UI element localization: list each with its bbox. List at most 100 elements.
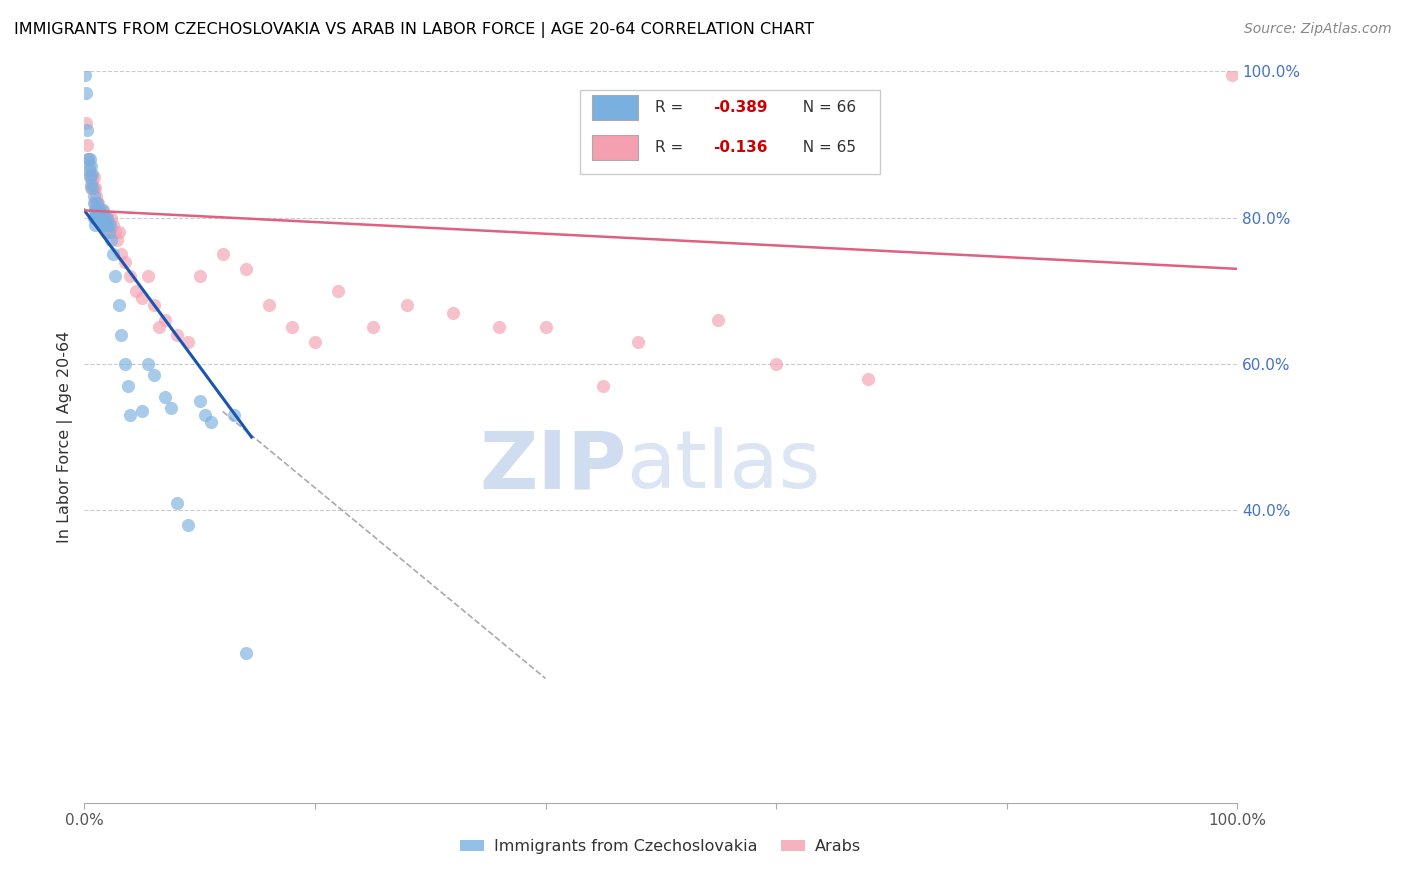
Point (91, 214, 114, 228)
Text: IMMIGRANTS FROM CZECHOSLOVAKIA VS ARAB IN LABOR FORCE | AGE 20-64 CORRELATION CH: IMMIGRANTS FROM CZECHOSLOVAKIA VS ARAB I… (14, 22, 814, 38)
Point (84, 196, 107, 211)
Point (84, 211, 107, 225)
Point (100, 233, 122, 247)
Point (96, 218, 118, 232)
Point (89, 211, 111, 225)
Point (89, 214, 111, 228)
Point (224, 408, 246, 422)
Point (148, 320, 170, 334)
Point (83, 203, 105, 218)
Point (89, 214, 111, 228)
Point (89, 211, 111, 225)
Point (80, 170, 103, 185)
Point (153, 313, 176, 327)
Point (125, 284, 148, 298)
Point (707, 313, 730, 327)
Point (84, 211, 107, 225)
Point (96, 211, 118, 225)
Point (97, 218, 120, 232)
Point (94, 214, 117, 228)
Point (96, 218, 118, 232)
Point (108, 298, 131, 312)
Point (87, 211, 110, 225)
Point (76, 152, 98, 166)
Point (97, 225, 120, 239)
Point (104, 269, 127, 284)
Point (114, 357, 136, 371)
Point (75, 87, 97, 101)
Point (89, 211, 111, 225)
Point (91, 218, 114, 232)
Point (396, 298, 419, 312)
Point (94, 211, 117, 225)
Point (86, 196, 108, 211)
Text: N = 66: N = 66 (793, 101, 856, 115)
Point (90, 218, 112, 232)
Point (76, 123, 98, 137)
Point (87, 196, 110, 211)
Point (83, 211, 105, 225)
Point (166, 496, 188, 510)
FancyBboxPatch shape (592, 135, 638, 160)
Point (131, 291, 153, 305)
Point (93, 218, 115, 232)
Point (75, 115, 97, 129)
Point (108, 225, 131, 239)
Point (83, 181, 105, 195)
Point (91, 203, 114, 218)
Point (86, 203, 108, 218)
Point (488, 320, 510, 334)
Point (120, 408, 142, 422)
Point (77, 163, 100, 178)
Text: atlas: atlas (626, 427, 821, 506)
Text: N = 65: N = 65 (793, 140, 856, 155)
Point (114, 254, 136, 268)
Point (82, 167, 104, 181)
Point (80, 181, 103, 195)
Point (87, 203, 110, 218)
Point (83, 170, 105, 185)
Point (89, 203, 111, 218)
Point (361, 320, 384, 334)
Point (80, 160, 103, 174)
Point (86, 211, 108, 225)
Point (441, 306, 464, 320)
Y-axis label: In Labor Force | Age 20-64: In Labor Force | Age 20-64 (58, 331, 73, 543)
Point (103, 218, 124, 232)
Point (98, 218, 121, 232)
Text: -0.389: -0.389 (713, 101, 768, 115)
Point (83, 218, 105, 232)
Point (131, 404, 153, 418)
Point (188, 269, 211, 284)
Point (177, 334, 200, 349)
Point (87, 211, 110, 225)
Point (110, 327, 132, 342)
Point (211, 247, 233, 261)
Point (142, 298, 165, 312)
Point (1220, 68, 1243, 82)
Text: R =: R = (655, 101, 688, 115)
Point (136, 357, 159, 371)
Point (177, 517, 200, 532)
Point (110, 247, 132, 261)
Text: ZIP: ZIP (479, 427, 626, 506)
Point (77, 160, 100, 174)
Point (94, 214, 117, 228)
Point (91, 211, 114, 225)
Text: Source: ZipAtlas.com: Source: ZipAtlas.com (1244, 22, 1392, 37)
Point (84, 211, 107, 225)
Text: R =: R = (655, 140, 688, 155)
Point (117, 379, 139, 393)
Point (94, 211, 117, 225)
Point (765, 357, 787, 371)
Point (96, 225, 118, 239)
Point (105, 233, 128, 247)
Point (160, 401, 183, 415)
Point (90, 203, 112, 218)
Point (83, 181, 105, 195)
Point (120, 269, 142, 284)
Point (80, 178, 103, 192)
Point (73, 68, 96, 82)
Point (83, 196, 105, 211)
Point (142, 368, 165, 382)
